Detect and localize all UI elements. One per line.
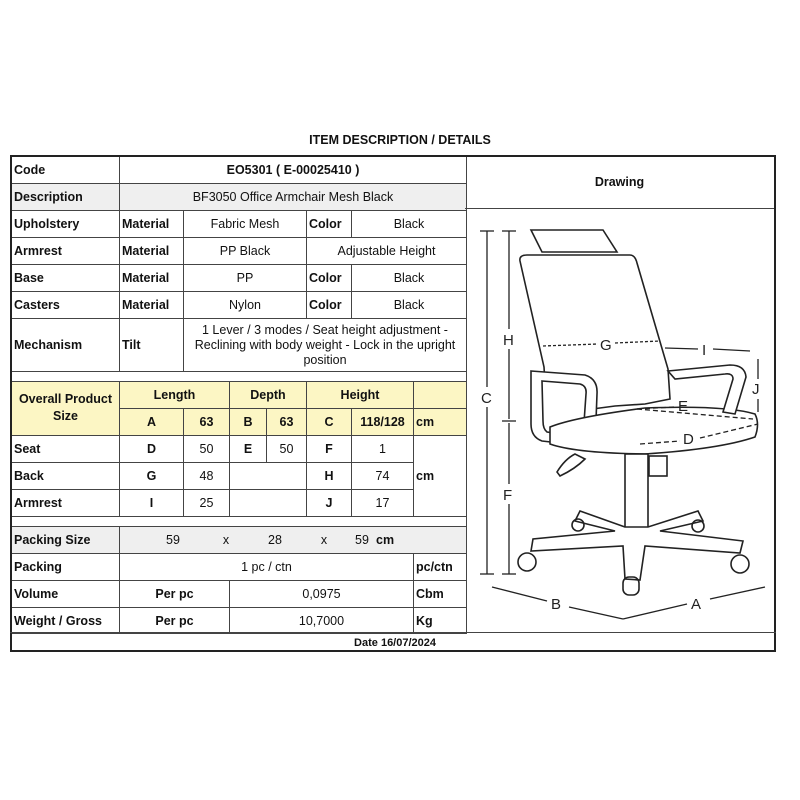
dim-label-a: A — [691, 596, 701, 613]
casters-label: Casters — [12, 292, 120, 319]
armrest-j-letter: J — [307, 490, 352, 517]
back-g-value: 48 — [184, 463, 230, 490]
casters-material: Nylon — [184, 292, 307, 319]
casters-material-label: Material — [120, 292, 184, 319]
seat-e-letter: E — [230, 436, 267, 463]
volume-value: 0,0975 — [230, 581, 414, 608]
armrest-material: PP Black — [184, 238, 307, 265]
chair-drawing: C H F G I J E D B A — [480, 229, 766, 620]
spacer-row — [12, 517, 467, 527]
packing-width: 28 — [268, 533, 282, 547]
weight-unit: Kg — [414, 608, 467, 634]
dim-label-i: I — [702, 342, 706, 359]
back-empty — [230, 463, 307, 490]
mechanism-value: 1 Lever / 3 modes / Seat height adjustme… — [184, 319, 467, 372]
dims-unit: cm — [414, 436, 467, 517]
packing-value: 1 pc / ctn — [120, 554, 414, 581]
chair-illustration — [517, 229, 759, 596]
document-date: Date 16/07/2024 — [10, 632, 776, 652]
size-c-value: 118/128 — [352, 409, 414, 436]
packing-unit: pc/ctn — [414, 554, 467, 581]
mechanism-label: Mechanism — [12, 319, 120, 372]
base-material: PP — [184, 265, 307, 292]
dim-label-j: J — [752, 381, 760, 398]
armrest-feature: Adjustable Height — [307, 238, 467, 265]
upholstery-label: Upholstery — [12, 211, 120, 238]
seat-d-value: 50 — [184, 436, 230, 463]
upholstery-color-label: Color — [307, 211, 352, 238]
length-header: Length — [120, 382, 230, 409]
description-value: BF3050 Office Armchair Mesh Black — [120, 184, 467, 211]
casters-color-label: Color — [307, 292, 352, 319]
dim-label-g: G — [600, 337, 612, 354]
packing-label: Packing — [12, 554, 120, 581]
seat-f-value: 1 — [352, 436, 414, 463]
packing-x: x — [222, 533, 230, 547]
size-b-value: 63 — [267, 409, 307, 436]
drawing-label: Drawing — [465, 157, 774, 209]
seat-d-letter: D — [120, 436, 184, 463]
code-label: Code — [12, 157, 120, 184]
upholstery-color: Black — [352, 211, 467, 238]
base-label: Base — [12, 265, 120, 292]
packing-unit: cm — [376, 533, 395, 547]
document-title: ITEM DESCRIPTION / DETAILS — [309, 133, 491, 147]
size-a-letter: A — [120, 409, 184, 436]
dimension-labels: C H F G I J E D B A — [481, 332, 760, 613]
back-h-value: 74 — [352, 463, 414, 490]
mechanism-type: Tilt — [120, 319, 184, 372]
code-value: EO5301 ( E-00025410 ) — [120, 157, 467, 184]
packing-length: 59 — [166, 533, 180, 547]
description-label: Description — [12, 184, 120, 211]
seat-label: Seat — [12, 436, 120, 463]
armrest-i-letter: I — [120, 490, 184, 517]
armrest-i-value: 25 — [184, 490, 230, 517]
base-color-label: Color — [307, 265, 352, 292]
volume-label: Volume — [12, 581, 120, 608]
casters-color: Black — [352, 292, 467, 319]
packing-size-label: Packing Size — [12, 527, 120, 554]
upholstery-material-label: Material — [120, 211, 184, 238]
dim-label-b: B — [551, 596, 561, 613]
upholstery-material: Fabric Mesh — [184, 211, 307, 238]
details-table: Code EO5301 ( E-00025410 ) Description B… — [10, 155, 467, 634]
dimension-lines — [480, 230, 766, 620]
size-header-empty — [414, 382, 467, 409]
base-color: Black — [352, 265, 467, 292]
dim-label-h: H — [503, 332, 514, 349]
packing-height: 59 — [355, 533, 369, 547]
seat-f-letter: F — [307, 436, 352, 463]
volume-per: Per pc — [120, 581, 230, 608]
dim-label-d: D — [683, 431, 694, 448]
size-c-letter: C — [307, 409, 352, 436]
back-label: Back — [12, 463, 120, 490]
dim-label-c: C — [481, 390, 492, 407]
armrest-dims-label: Armrest — [12, 490, 120, 517]
armrest-material-label: Material — [120, 238, 184, 265]
seat-e-value: 50 — [267, 436, 307, 463]
weight-label: Weight / Gross — [12, 608, 120, 634]
size-unit: cm — [414, 409, 467, 436]
overall-size-label: Overall Product Size — [12, 382, 120, 436]
packing-size-values: 59 x 28 x 59 cm — [120, 527, 467, 554]
packing-x: x — [320, 533, 328, 547]
depth-header: Depth — [230, 382, 307, 409]
dim-label-f: F — [503, 487, 512, 504]
dim-label-e: E — [678, 398, 688, 415]
armrest-j-value: 17 — [352, 490, 414, 517]
volume-unit: Cbm — [414, 581, 467, 608]
armrest-empty — [230, 490, 307, 517]
size-b-letter: B — [230, 409, 267, 436]
back-g-letter: G — [120, 463, 184, 490]
back-h-letter: H — [307, 463, 352, 490]
weight-per: Per pc — [120, 608, 230, 634]
base-material-label: Material — [120, 265, 184, 292]
spacer-row — [12, 372, 467, 382]
armrest-label: Armrest — [12, 238, 120, 265]
height-header: Height — [307, 382, 414, 409]
size-a-value: 63 — [184, 409, 230, 436]
weight-value: 10,7000 — [230, 608, 414, 634]
